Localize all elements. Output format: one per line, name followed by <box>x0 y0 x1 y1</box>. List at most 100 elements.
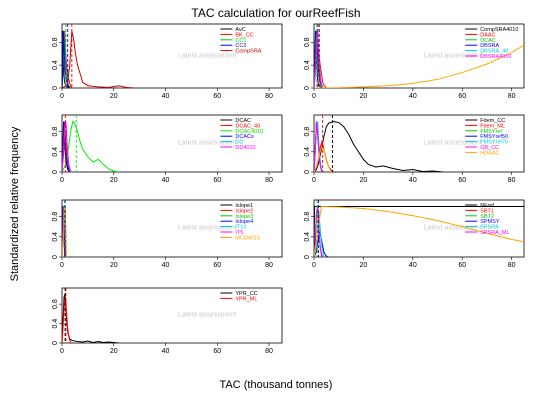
y-tick-label: 0 <box>52 255 59 259</box>
legend-label: Islope2 <box>235 208 253 214</box>
panel-frame <box>61 199 283 258</box>
x-tick-label: 20 <box>360 262 368 269</box>
series-line-nfref <box>314 206 524 257</box>
x-tick-label: 0 <box>60 177 64 184</box>
legend-label: DBSRA_40 <box>480 49 508 55</box>
x-tick-label: 60 <box>213 177 221 184</box>
y-axis-title: Standardized relative frequency <box>9 126 21 281</box>
series-group <box>314 24 524 88</box>
legend: Islope1Islope2Islope3Islope4IT10IT5MCD40… <box>220 203 260 241</box>
legend-label: DAAC <box>480 32 495 38</box>
x-tick-label: 60 <box>458 262 466 269</box>
legend-label: DCAC <box>235 118 251 124</box>
series-line-ypr-cc <box>62 294 119 343</box>
series-line-dd4010 <box>62 121 72 172</box>
legend-label: DD4010 <box>235 145 255 151</box>
legend-label: Islope3 <box>235 214 253 220</box>
legend-label: Fdem_CC <box>480 118 505 124</box>
panel-frame <box>313 114 525 173</box>
annotation-text: Latest assessment <box>178 52 236 59</box>
legend-label: Islope1 <box>235 203 253 209</box>
legend-label: DCAC4010 <box>235 129 263 135</box>
panel-frame <box>61 23 283 89</box>
legend-label: SPMSY <box>480 219 500 225</box>
annotation-text: Latest assessment <box>178 140 236 147</box>
x-tick-label: 80 <box>508 177 516 184</box>
series-group <box>62 115 120 172</box>
legend-label: DD <box>235 140 243 146</box>
x-tick-label: 60 <box>213 348 221 355</box>
legend-label: MCD4010 <box>235 235 260 241</box>
legend-label: FMSYref <box>480 129 502 135</box>
series-line-fdem-cc <box>314 121 443 172</box>
panel-2: Latest assessment 0 20 40 60 80 0 0.4 0.8 CompSRA… <box>304 23 525 100</box>
legend-label: YPR_ML <box>235 296 257 302</box>
panel-7: Latest assessment 0 20 40 60 80 0 0.4 0.8 YPR_CCY… <box>52 287 283 355</box>
series-line-dcac4010 <box>62 120 120 172</box>
annotation-text: Latest assessment <box>178 225 236 232</box>
legend-label: YPR_CC <box>235 291 257 297</box>
x-tick-label: 0 <box>60 262 64 269</box>
x-tick-label: 40 <box>162 262 170 269</box>
x-tick-label: 20 <box>360 93 368 100</box>
legend-label: CC1 <box>235 38 246 44</box>
legend-label: SBT2 <box>480 214 494 220</box>
annotation-text: Latest assessment <box>423 140 481 147</box>
y-tick-label: 0.4 <box>52 147 59 157</box>
x-tick-label: 60 <box>213 93 221 100</box>
x-tick-label: 40 <box>162 93 170 100</box>
annotation-text: Latest assessment <box>423 52 481 59</box>
legend-label: Fdem_ML <box>480 123 505 129</box>
y-tick-label: 0.8 <box>304 212 311 222</box>
panel-4: Latest assessment 0 20 40 60 80 0 0.4 0.8 Fdem_CC… <box>304 114 525 184</box>
y-tick-label: 0.8 <box>304 37 311 47</box>
legend-label: AvC <box>235 27 245 33</box>
legend-label: NFref <box>480 203 494 209</box>
legend-label: SPSRA <box>480 225 499 231</box>
y-tick-label: 0.4 <box>304 232 311 242</box>
legend-label: CC2 <box>235 43 246 49</box>
series-line-spsra <box>314 211 325 257</box>
x-tick-label: 80 <box>265 348 273 355</box>
legend-label: FMSYref75 <box>480 140 508 146</box>
x-tick-label: 20 <box>110 262 118 269</box>
x-tick-label: 60 <box>458 177 466 184</box>
y-tick-label: 0.4 <box>304 147 311 157</box>
x-tick-label: 20 <box>110 93 118 100</box>
legend-label: FMSYref50 <box>480 134 508 140</box>
y-tick-label: 0 <box>52 86 59 90</box>
annotation-text: Latest assessment <box>423 225 481 232</box>
panel-frame <box>61 114 283 173</box>
series-line-unlabeled-6 <box>314 44 524 88</box>
y-tick-label: 0.4 <box>52 232 59 242</box>
x-tick-label: 0 <box>312 262 316 269</box>
legend-label: CompSRA <box>235 49 261 55</box>
legend-label: SPSRA_ML <box>480 230 509 236</box>
x-tick-label: 60 <box>458 93 466 100</box>
legend-label: HDAAC <box>480 150 499 156</box>
x-tick-label: 20 <box>110 177 118 184</box>
x-tick-label: 40 <box>409 262 417 269</box>
legend-label: BK_CC <box>235 32 253 38</box>
legend-label: Islope4 <box>235 219 253 225</box>
x-tick-label: 20 <box>360 177 368 184</box>
y-tick-label: 0 <box>304 86 311 90</box>
y-tick-label: 0.4 <box>52 319 59 329</box>
series-group <box>314 200 524 257</box>
legend-label: SBT1 <box>480 208 494 214</box>
panel-grid: Latest assessment 0 20 40 60 80 0 0.4 0.8 AvCBK_C… <box>52 23 525 355</box>
y-tick-label: 0.8 <box>52 212 59 222</box>
x-tick-label: 0 <box>60 93 64 100</box>
panel-frame <box>61 287 283 344</box>
legend-label: DCACs <box>235 134 254 140</box>
y-tick-label: 0 <box>304 170 311 174</box>
annotation-text: Latest assessment <box>178 312 236 319</box>
y-tick-label: 0.8 <box>52 37 59 47</box>
series-line-gb-cc <box>314 121 323 172</box>
x-tick-label: 40 <box>409 93 417 100</box>
legend-label: DBSRA <box>480 43 499 49</box>
x-tick-label: 80 <box>265 93 273 100</box>
